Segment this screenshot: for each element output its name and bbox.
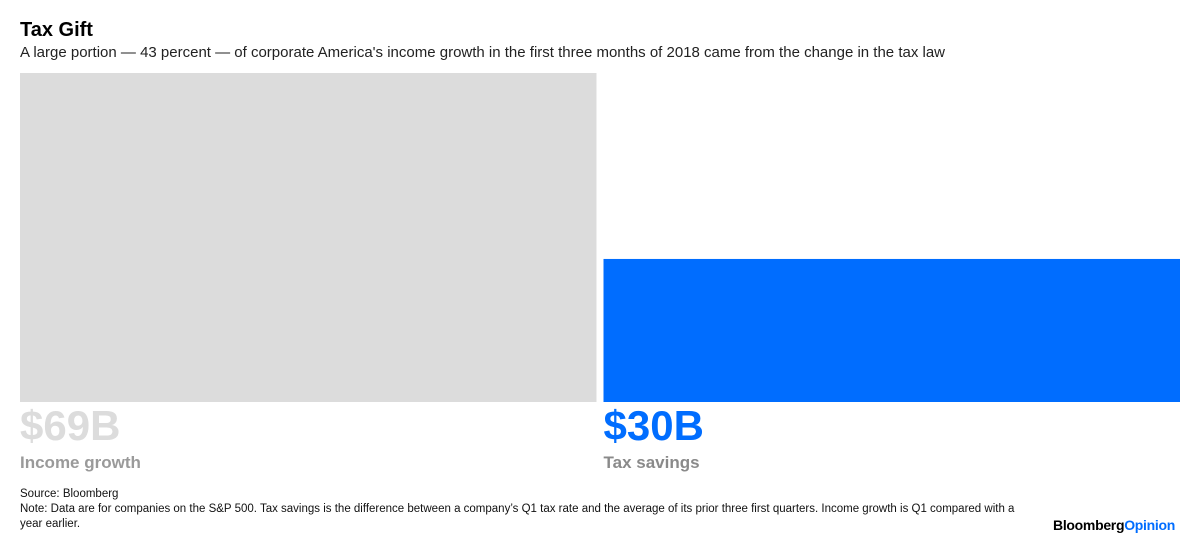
value-label-income-growth: $69B	[20, 402, 120, 449]
source-note: Source: Bloomberg	[20, 488, 119, 500]
chart-title: Tax Gift	[20, 19, 93, 41]
chart-footer: Source: Bloomberg Note: Data are for com…	[20, 487, 1035, 532]
chart-subtitle: A large portion — 43 percent — of corpor…	[20, 44, 946, 61]
category-label-tax-savings: Tax savings	[604, 453, 700, 472]
value-label-tax-savings: $30B	[604, 402, 704, 449]
bar-income-growth	[20, 73, 597, 402]
bar-chart: $69B Income growth $30B Tax savings	[20, 73, 1180, 472]
category-label-income-growth: Income growth	[20, 453, 141, 472]
bar-tax-savings	[603, 258, 1180, 402]
brand-opinion: Opinion	[1124, 517, 1175, 533]
methodology-note: Note: Data are for companies on the S&P …	[20, 503, 1015, 530]
bloomberg-opinion-logo: BloombergOpinion	[1053, 517, 1175, 533]
brand-bloomberg: Bloomberg	[1053, 517, 1125, 533]
